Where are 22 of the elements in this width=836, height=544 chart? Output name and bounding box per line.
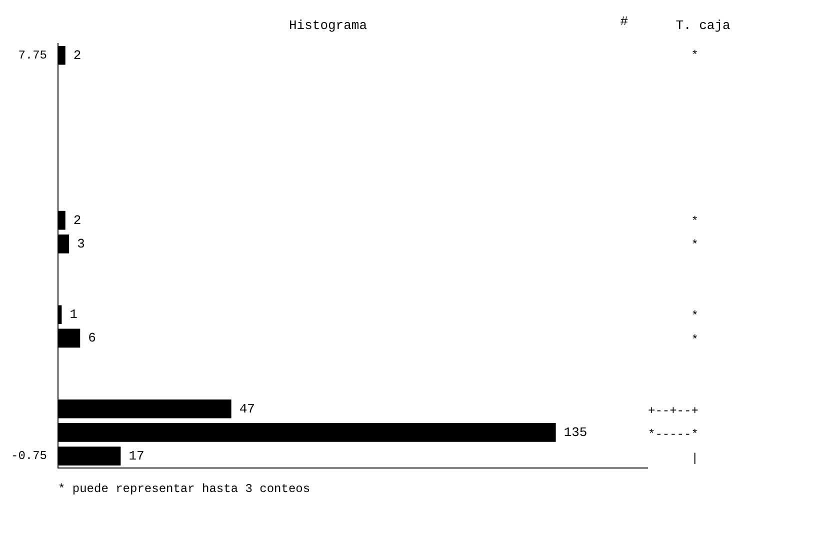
text: T. caja <box>676 18 731 34</box>
data-label: 135 <box>564 424 588 440</box>
category-label: *-----* <box>648 428 698 442</box>
category-label: | <box>691 451 698 466</box>
category-label: +--+--+ <box>648 404 698 418</box>
data-label: 3 <box>77 236 85 252</box>
data-label: 2 <box>73 212 82 228</box>
data-label: 2 <box>73 48 82 63</box>
y-tick-label: 7.75 <box>18 48 48 63</box>
chart-title: Histograma <box>288 18 368 34</box>
category-label: * <box>691 48 698 63</box>
data-label: 17 <box>128 448 144 464</box>
data-label: 47 <box>239 401 255 416</box>
category-label: * <box>691 238 698 252</box>
category-label: * <box>691 309 698 324</box>
text: * puede representar hasta 3 conteos <box>58 482 312 496</box>
category-label: * <box>691 214 698 228</box>
data-label: 6 <box>88 330 96 346</box>
data-label: 1 <box>70 307 78 322</box>
y-tick-label: -0.75 <box>10 449 48 464</box>
text: # <box>620 14 628 29</box>
category-label: * <box>691 332 698 347</box>
